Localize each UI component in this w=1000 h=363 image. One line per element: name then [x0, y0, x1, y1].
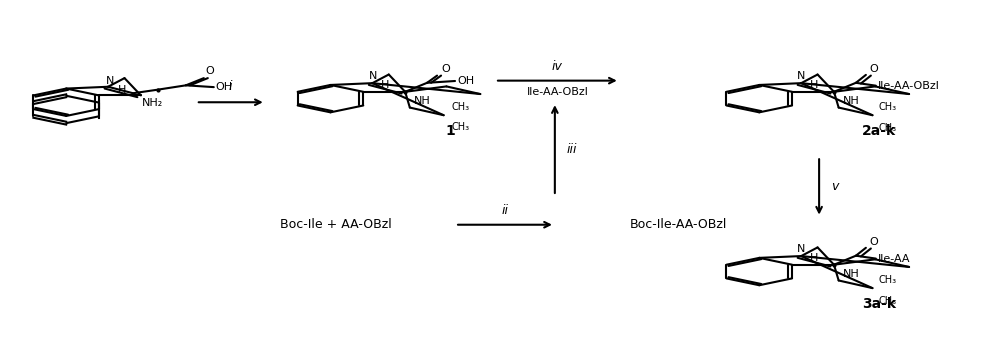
Text: H: H [809, 253, 818, 263]
Text: CH₃: CH₃ [878, 274, 897, 285]
Text: CH₃: CH₃ [452, 122, 470, 132]
Text: ii: ii [501, 204, 508, 217]
Text: H: H [118, 85, 127, 95]
Text: N: N [368, 71, 377, 81]
Text: CH₃: CH₃ [452, 102, 470, 112]
Text: 2a-k: 2a-k [862, 124, 896, 138]
Text: O: O [869, 64, 878, 74]
Text: Ile-AA-OBzl: Ile-AA-OBzl [526, 87, 588, 97]
Text: CH₃: CH₃ [878, 123, 897, 133]
Text: H: H [809, 80, 818, 90]
Text: Ile-AA-OBzl: Ile-AA-OBzl [878, 81, 940, 91]
Text: CH₃: CH₃ [878, 296, 897, 306]
Text: iii: iii [567, 143, 577, 156]
Text: OH: OH [457, 76, 474, 86]
Text: O: O [869, 237, 878, 247]
Text: i: i [229, 80, 232, 93]
Text: NH₂: NH₂ [142, 98, 164, 107]
Text: Boc-Ile + AA-OBzl: Boc-Ile + AA-OBzl [280, 218, 391, 231]
Text: O: O [441, 64, 450, 74]
Text: Ile-AA: Ile-AA [878, 254, 910, 264]
Text: 1: 1 [445, 124, 455, 138]
Text: N: N [106, 76, 115, 86]
Text: iv: iv [552, 60, 563, 73]
Text: NH: NH [414, 96, 431, 106]
Text: Boc-Ile-AA-OBzl: Boc-Ile-AA-OBzl [630, 218, 727, 231]
Text: OH: OH [216, 82, 233, 92]
Text: N: N [797, 244, 806, 254]
Text: NH: NH [843, 269, 859, 279]
Text: O: O [206, 66, 215, 76]
Text: N: N [797, 71, 806, 81]
Text: H: H [381, 80, 389, 90]
Text: NH: NH [843, 96, 859, 106]
Text: 3a-k: 3a-k [862, 297, 896, 311]
Text: CH₃: CH₃ [878, 102, 897, 111]
Text: v: v [831, 180, 838, 193]
